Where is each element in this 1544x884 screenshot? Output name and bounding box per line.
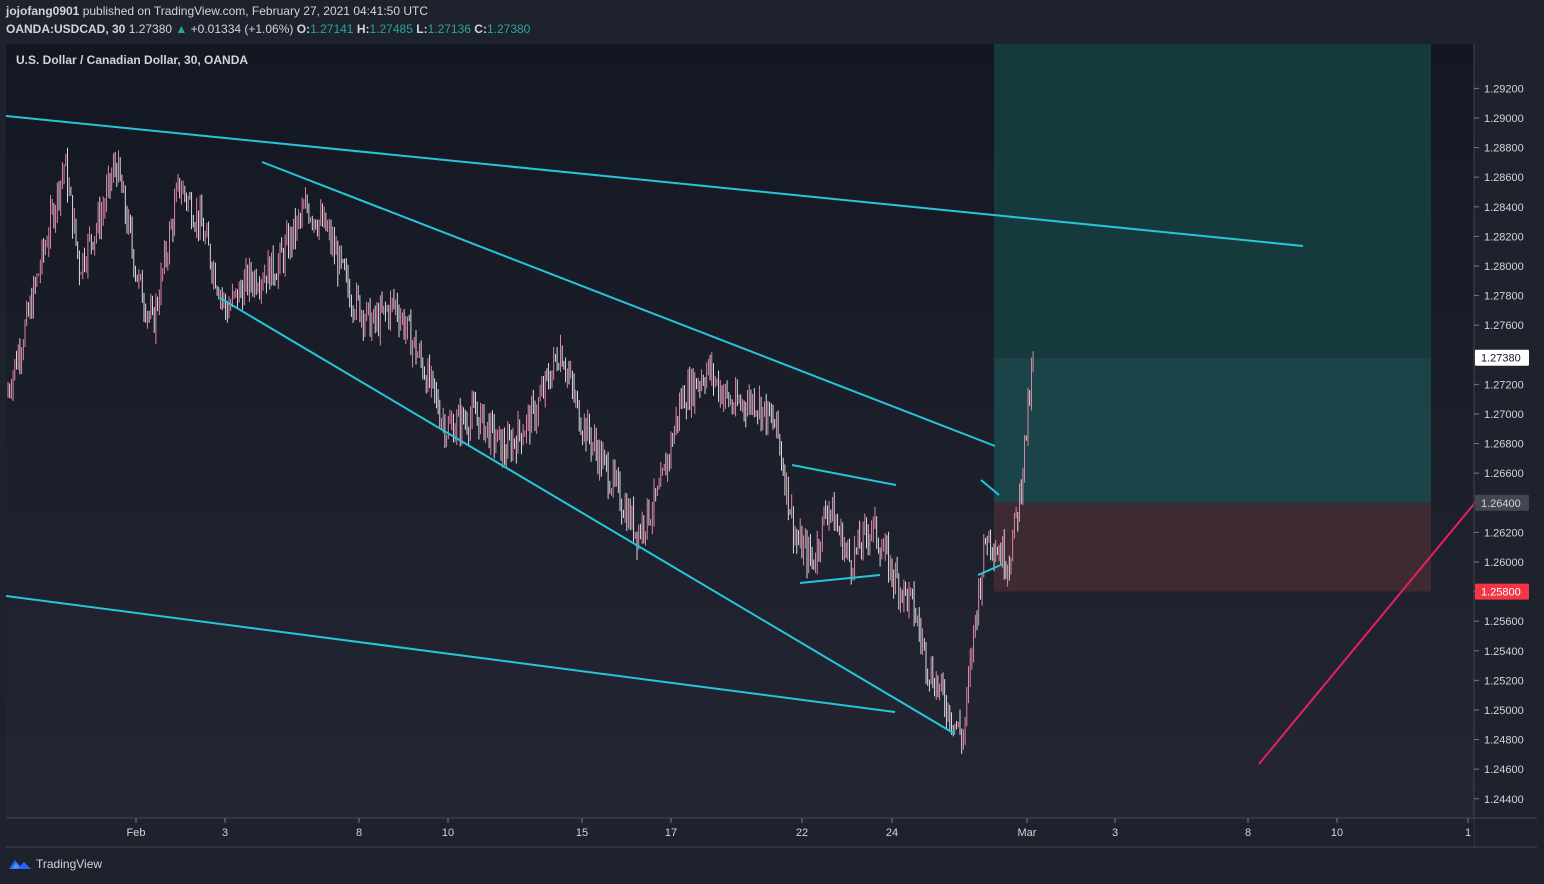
chart-area[interactable]: U.S. Dollar / Canadian Dollar, 30, OANDA…	[5, 44, 1537, 848]
candles-layer	[7, 147, 1034, 754]
time-tick-label: Mar	[1018, 827, 1037, 839]
price-tick-label: 1.27800	[1484, 291, 1524, 303]
time-tick-label: 10	[442, 827, 454, 839]
price-tick-label: 1.29200	[1484, 83, 1524, 95]
drawings-layer	[5, 115, 1304, 735]
price-tick-label: 1.28000	[1484, 261, 1524, 273]
breakout-top	[980, 479, 1000, 496]
low-label: L:	[416, 22, 428, 36]
price-tick-label: 1.29000	[1484, 113, 1524, 125]
high-label: H:	[356, 22, 370, 36]
time-tick-label: 1	[1465, 827, 1471, 839]
tradingview-logo-icon	[9, 860, 31, 869]
last-price-label: 1.27380	[1481, 353, 1521, 365]
lower-channel-line	[219, 297, 956, 735]
price-tick-label: 1.24600	[1484, 764, 1524, 776]
price-tick-label: 1.24400	[1484, 794, 1524, 806]
chart-title: U.S. Dollar / Canadian Dollar, 30, OANDA	[16, 53, 248, 67]
time-tick-label: 8	[356, 827, 362, 839]
upper-channel-line	[261, 161, 996, 447]
open-value: 1.27141	[310, 22, 354, 36]
time-tick-label: 10	[1331, 827, 1343, 839]
change-arrow-icon: ▲	[175, 22, 188, 36]
time-tick-label: 3	[222, 827, 228, 839]
close-label: C:	[474, 22, 487, 36]
long-lower-line	[5, 595, 896, 713]
entry-price-label: 1.26400	[1481, 498, 1521, 510]
price-tick-label: 1.28200	[1484, 231, 1524, 243]
symbol-label[interactable]: OANDA:USDCAD, 30	[6, 22, 126, 36]
footer: TradingView	[0, 848, 1544, 884]
price-change: +0.01334 (+1.06%)	[190, 22, 294, 36]
stop-zone	[994, 502, 1431, 592]
author-name[interactable]: jojofang0901	[6, 4, 80, 18]
chart-header: jojofang0901 published on TradingView.co…	[0, 0, 1544, 44]
price-tick-label: 1.25600	[1484, 616, 1524, 628]
last-price: 1.27380	[128, 22, 173, 36]
price-tick-label: 1.26800	[1484, 439, 1524, 451]
quote-line: OANDA:USDCAD, 30 1.27380 ▲ +0.01334 (+1.…	[6, 22, 530, 36]
time-tick-label: 8	[1245, 827, 1251, 839]
price-tick-label: 1.27200	[1484, 379, 1524, 391]
publish-info: jojofang0901 published on TradingView.co…	[6, 4, 428, 18]
price-tick-label: 1.26000	[1484, 557, 1524, 569]
price-tick-label: 1.26200	[1484, 527, 1524, 539]
price-axis-labels: 1.27380 1.26400 1.25800	[1475, 349, 1529, 600]
position-zones	[994, 44, 1431, 592]
pink-line[interactable]	[1258, 503, 1475, 765]
breakout-bottom	[977, 563, 1004, 576]
entry-price-label-bg	[1475, 494, 1529, 511]
stop-price-label-bg	[1475, 583, 1529, 600]
high-value: 1.27485	[369, 22, 413, 36]
flag-bottom	[799, 574, 881, 584]
close-value: 1.27380	[486, 22, 531, 36]
price-axis[interactable]	[1474, 44, 1537, 818]
brand-label: TradingView	[36, 857, 103, 871]
price-tick-label: 1.27000	[1484, 409, 1524, 421]
time-tick-label: 22	[796, 827, 808, 839]
long-descending-resistance	[5, 115, 1304, 247]
price-tick-label: 1.28400	[1484, 202, 1524, 214]
flag-top	[791, 464, 897, 486]
tradingview-brand[interactable]: TradingView	[8, 857, 102, 871]
published-text: published on TradingView.com, February 2…	[82, 4, 429, 18]
time-axis-ticks: Feb 3 8 10 15 17 22 24 Mar 3 8 10 1	[127, 818, 1471, 839]
time-tick-label: 15	[576, 827, 588, 839]
low-value: 1.27136	[427, 22, 471, 36]
time-tick-label: 17	[665, 827, 677, 839]
stop-price-label: 1.25800	[1481, 587, 1521, 599]
price-tick-label: 1.28600	[1484, 172, 1524, 184]
time-tick-label: 24	[886, 827, 898, 839]
price-tick-label: 1.25400	[1484, 646, 1524, 658]
price-tick-label: 1.25000	[1484, 705, 1524, 717]
price-tick-label: 1.24800	[1484, 735, 1524, 747]
price-chart[interactable]: U.S. Dollar / Canadian Dollar, 30, OANDA…	[5, 44, 1537, 848]
time-axis[interactable]	[6, 818, 1474, 848]
price-tick-label: 1.27600	[1484, 320, 1524, 332]
price-tick-label: 1.26600	[1484, 468, 1524, 480]
target-zone	[994, 44, 1431, 358]
last-price-label-bg	[1475, 349, 1529, 366]
price-tick-label: 1.28800	[1484, 143, 1524, 155]
price-tick-label: 1.25200	[1484, 675, 1524, 687]
time-tick-label: 3	[1112, 827, 1118, 839]
profit-zone	[994, 357, 1431, 503]
open-label: O:	[296, 22, 311, 36]
time-tick-label: Feb	[127, 827, 146, 839]
